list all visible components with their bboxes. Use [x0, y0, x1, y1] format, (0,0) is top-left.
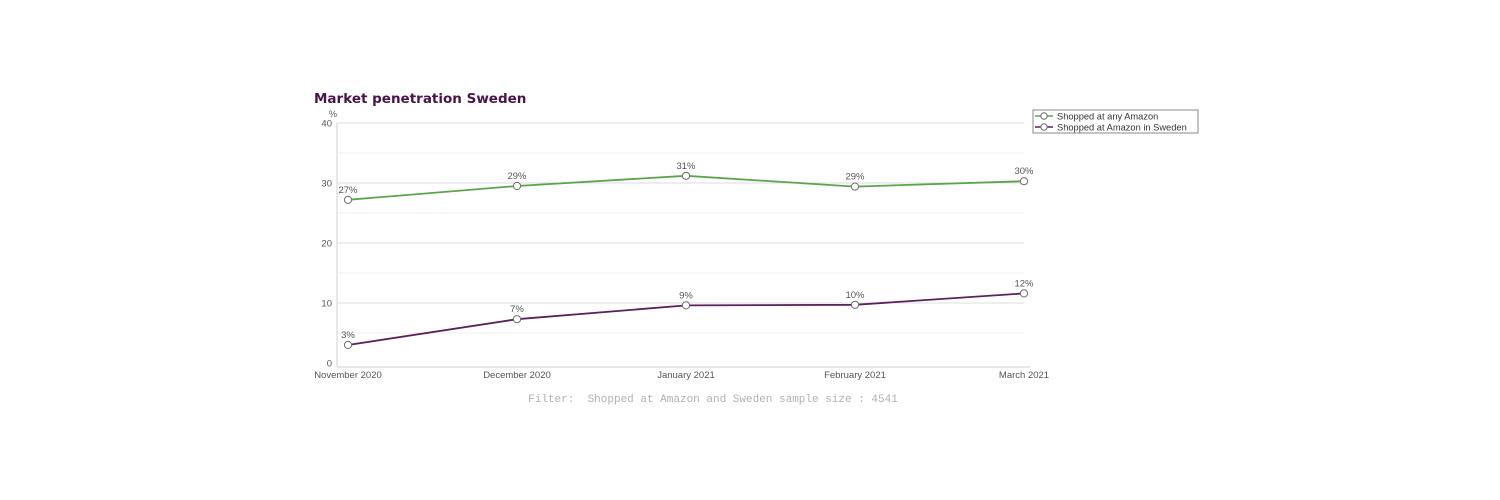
x-tick-label: December 2020 — [483, 370, 551, 381]
y-axis-label: % — [329, 109, 337, 119]
y-tick-label: 0 — [327, 359, 332, 370]
data-point[interactable] — [343, 195, 353, 204]
y-tick-label: 30 — [321, 179, 332, 190]
legend-item[interactable]: Shopped at any Amazon — [1035, 111, 1158, 121]
chart-title: Market penetration Sweden — [314, 91, 527, 107]
x-tick-label: January 2021 — [657, 370, 715, 381]
legend-label: Shopped at any Amazon — [1057, 111, 1158, 121]
data-point[interactable] — [512, 315, 522, 324]
legend-marker — [1040, 112, 1048, 120]
legend-box — [1032, 109, 1199, 134]
x-tick-label: March 2021 — [999, 370, 1049, 381]
legend-label: Shopped at Amazon in Sweden — [1057, 122, 1187, 132]
legend-marker — [1040, 123, 1048, 131]
data-label: 10% — [845, 290, 865, 301]
data-point[interactable] — [850, 300, 860, 309]
data-point[interactable] — [1019, 289, 1029, 298]
y-tick-label: 20 — [321, 239, 332, 250]
data-point[interactable] — [850, 182, 860, 191]
data-label: 9% — [679, 290, 693, 301]
data-point[interactable] — [681, 171, 691, 180]
series-group: 27% 29% 31% 29% 30% 3% 7% 9% 10% 12% — [338, 161, 1034, 350]
y-tick-label: 40 — [321, 119, 332, 130]
data-point[interactable] — [681, 301, 691, 310]
data-point[interactable] — [343, 340, 353, 350]
series-amazon-sweden: 3% 7% 9% 10% 12% — [341, 278, 1034, 350]
x-tick-label: February 2021 — [824, 370, 886, 381]
data-label: 7% — [510, 304, 524, 315]
data-label: 30% — [1014, 166, 1034, 177]
data-label: 29% — [507, 171, 527, 182]
x-tick-label: November 2020 — [314, 370, 382, 381]
data-label: 27% — [338, 185, 358, 196]
legend-item[interactable]: Shopped at Amazon in Sweden — [1035, 122, 1187, 132]
filter-note: Filter: Shopped at Amazon and Sweden sam… — [528, 394, 898, 406]
data-label: 31% — [676, 161, 696, 172]
data-label: 29% — [845, 172, 865, 183]
gridlines — [337, 122, 1024, 334]
y-tick-label: 10 — [321, 299, 332, 310]
data-point[interactable] — [512, 181, 522, 191]
axes: 0 10 20 30 40% November 2020 December 2020 Janu… — [314, 109, 1049, 381]
series-any-amazon: 27% 29% 31% 29% 30% — [338, 161, 1034, 204]
data-label: 12% — [1014, 278, 1034, 289]
data-point[interactable] — [1019, 177, 1029, 186]
data-label: 3% — [341, 330, 355, 341]
